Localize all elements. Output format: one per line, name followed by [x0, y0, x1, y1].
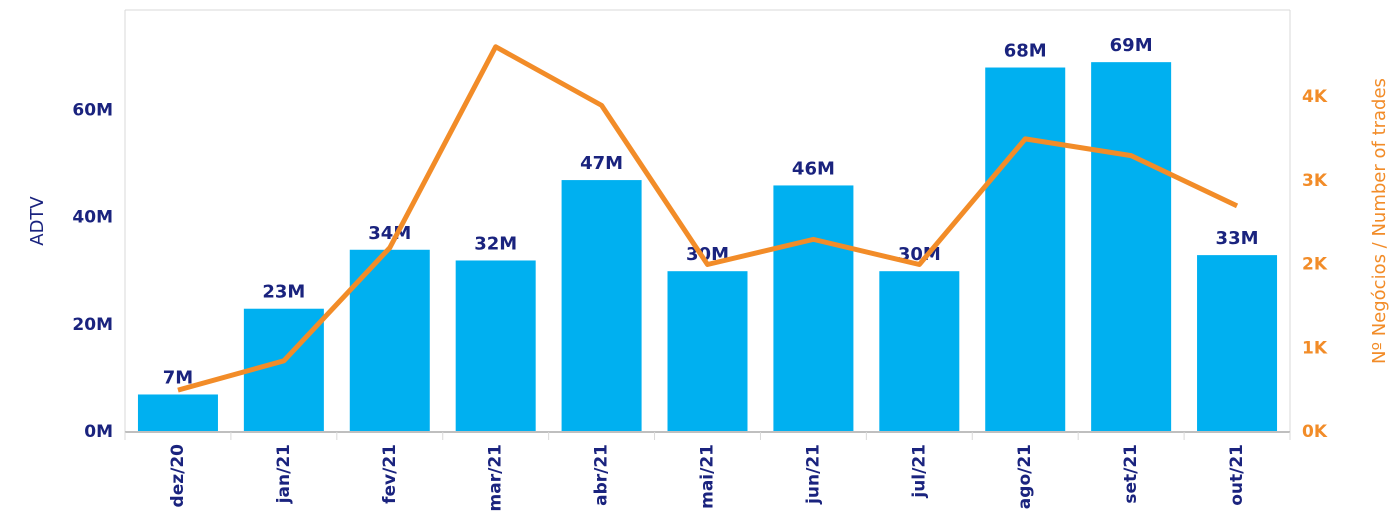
bar — [561, 180, 642, 432]
data-label: 34M — [368, 223, 411, 244]
bar — [985, 67, 1066, 433]
x-tick-label: mar/21 — [486, 444, 506, 511]
y-tick-label: 40M — [72, 208, 113, 228]
data-label: 33M — [1216, 228, 1259, 249]
x-tick-label: abr/21 — [592, 444, 612, 506]
y2-axis-title: Nº Negócios / Number of trades — [1369, 78, 1390, 364]
bar — [879, 271, 960, 432]
bar — [1091, 62, 1172, 432]
bar — [667, 271, 748, 432]
x-tick-label: ago/21 — [1015, 444, 1035, 509]
y-tick-label: 20M — [72, 315, 113, 335]
y2-tick-label: 3K — [1302, 171, 1328, 191]
line — [177, 44, 1239, 393]
x-tick-label: set/21 — [1121, 444, 1141, 504]
y2-tick-label: 2K — [1302, 255, 1328, 275]
bar — [773, 185, 854, 432]
y-tick-label: 60M — [72, 100, 113, 120]
data-label: 23M — [262, 282, 305, 303]
y-tick-label: 0M — [84, 422, 113, 442]
bar — [1197, 255, 1278, 432]
x-tick-label: mai/21 — [698, 444, 718, 509]
y2-tick-label: 1K — [1302, 338, 1328, 358]
bar — [349, 249, 430, 432]
x-tick-label: dez/20 — [168, 444, 188, 508]
y2-tick-label: 4K — [1302, 87, 1328, 107]
data-label: 7M — [163, 367, 193, 388]
x-tick-label: jul/21 — [909, 444, 929, 499]
x-tick-label: fev/21 — [380, 444, 400, 504]
bar — [137, 394, 218, 432]
data-label: 32M — [474, 233, 517, 254]
x-tick-label: out/21 — [1227, 444, 1247, 506]
x-tick-label: jun/21 — [803, 444, 823, 505]
y2-tick-label: 0K — [1302, 422, 1328, 442]
data-label: 69M — [1110, 35, 1153, 56]
data-label: 46M — [792, 158, 835, 179]
data-label: 68M — [1004, 41, 1047, 62]
y-axis-title: ADTV — [27, 196, 48, 246]
x-tick-label: jan/21 — [274, 444, 294, 504]
data-label: 47M — [580, 153, 623, 174]
bar — [455, 260, 536, 432]
